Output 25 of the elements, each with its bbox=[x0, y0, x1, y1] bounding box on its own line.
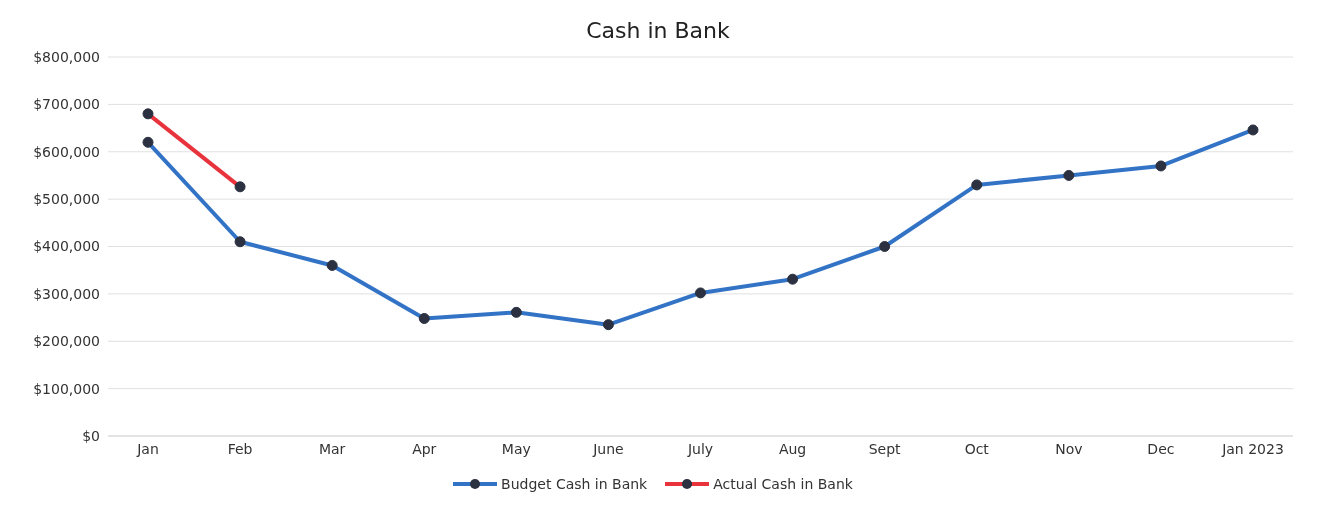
chart-title: Cash in Bank bbox=[585, 18, 731, 43]
y-tick-label: $100,000 bbox=[33, 380, 100, 397]
y-tick-label: $300,000 bbox=[33, 285, 100, 302]
x-tick-label: Mar bbox=[318, 440, 346, 457]
y-tick-label: $500,000 bbox=[33, 191, 100, 208]
y-tick-label: $600,000 bbox=[33, 143, 100, 160]
legend-label: Budget Cash in Bank bbox=[500, 476, 648, 492]
x-tick-label: Jan 2023 bbox=[1221, 440, 1284, 457]
x-tick-label: Feb bbox=[227, 440, 253, 457]
x-tick-label: Nov bbox=[1055, 440, 1083, 457]
x-tick-label: Dec bbox=[1147, 440, 1175, 457]
y-tick-label: $700,000 bbox=[33, 96, 100, 113]
x-tick-label: May bbox=[501, 440, 531, 457]
x-tick-label: Sept bbox=[868, 440, 902, 457]
x-tick-label: June bbox=[592, 440, 624, 457]
legend-label: Actual Cash in Bank bbox=[712, 476, 853, 492]
x-tick-label: July bbox=[686, 440, 714, 457]
y-tick-label: $200,000 bbox=[33, 333, 100, 350]
y-tick-label: $0 bbox=[82, 427, 100, 444]
y-tick-label: $800,000 bbox=[33, 48, 100, 65]
y-tick-label: $400,000 bbox=[33, 238, 100, 255]
x-tick-label: Jan bbox=[136, 440, 159, 457]
x-tick-label: Oct bbox=[964, 440, 990, 457]
x-tick-label: Apr bbox=[412, 440, 437, 457]
x-tick-label: Aug bbox=[778, 440, 807, 457]
